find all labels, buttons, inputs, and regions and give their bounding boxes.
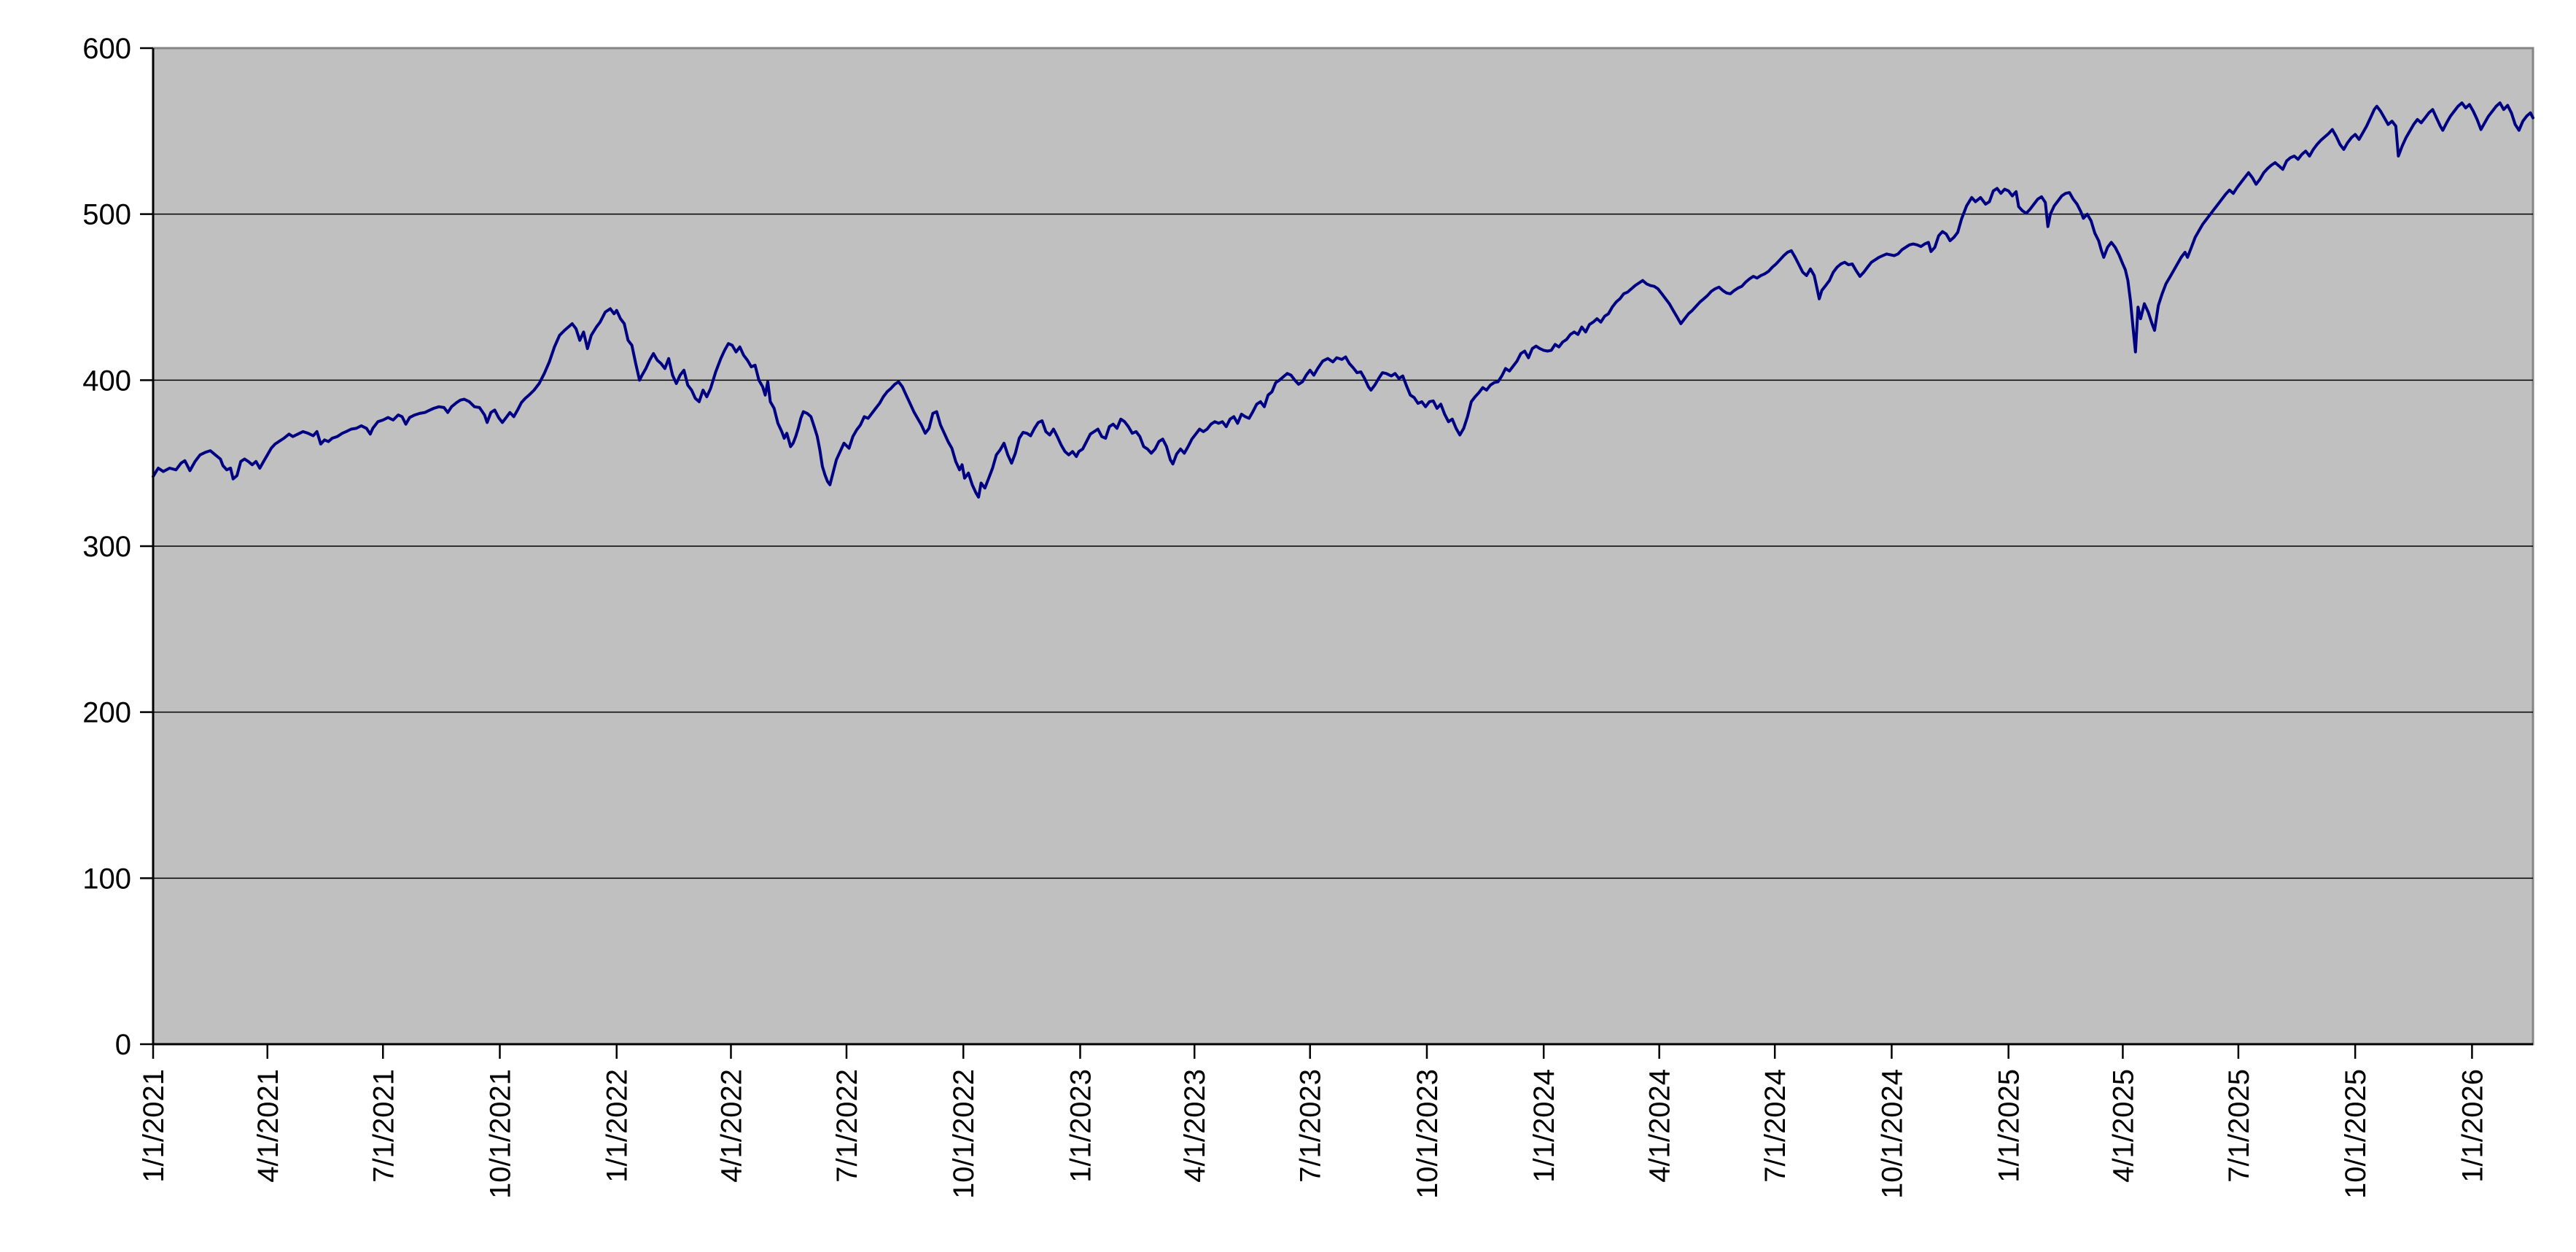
y-axis-label-500: 500 (82, 199, 131, 231)
y-axis-label-600: 600 (82, 33, 131, 65)
price-line (152, 101, 2534, 499)
x-axis-label-4: 1/1/2022 (602, 1069, 634, 1183)
x-axis-label-12: 1/1/2024 (1528, 1069, 1560, 1183)
y-axis-label-100: 100 (82, 863, 131, 895)
y-axis-label-400: 400 (82, 365, 131, 397)
x-axis-label-0: 1/1/2021 (138, 1069, 170, 1183)
x-axis-label-8: 1/1/2023 (1065, 1069, 1097, 1183)
x-axis-label-10: 7/1/2023 (1295, 1069, 1327, 1183)
x-axis-label-20: 1/1/2026 (2456, 1069, 2489, 1183)
y-axis-label-300: 300 (82, 531, 131, 563)
x-axis-label-16: 1/1/2025 (1993, 1069, 2026, 1183)
x-axis-label-1: 4/1/2021 (252, 1069, 284, 1183)
x-axis-label-5: 4/1/2022 (715, 1069, 747, 1183)
x-axis-label-7: 10/1/2022 (948, 1069, 980, 1199)
y-axis-label-0: 0 (115, 1029, 131, 1061)
y-axis-label-200: 200 (82, 697, 131, 729)
x-axis-label-15: 10/1/2024 (1876, 1069, 1908, 1199)
x-axis-label-13: 4/1/2024 (1644, 1069, 1676, 1183)
x-axis-label-11: 10/1/2023 (1412, 1069, 1444, 1199)
x-axis-label-14: 7/1/2024 (1759, 1069, 1791, 1183)
x-axis-label-3: 10/1/2021 (484, 1069, 516, 1199)
x-axis-label-18: 7/1/2025 (2223, 1069, 2255, 1183)
x-axis-label-19: 10/1/2025 (2340, 1069, 2372, 1199)
x-axis-label-9: 4/1/2023 (1179, 1069, 1211, 1183)
x-axis-label-2: 7/1/2021 (367, 1069, 400, 1183)
x-axis-label-6: 7/1/2022 (831, 1069, 863, 1183)
x-axis-label-17: 4/1/2025 (2107, 1069, 2139, 1183)
